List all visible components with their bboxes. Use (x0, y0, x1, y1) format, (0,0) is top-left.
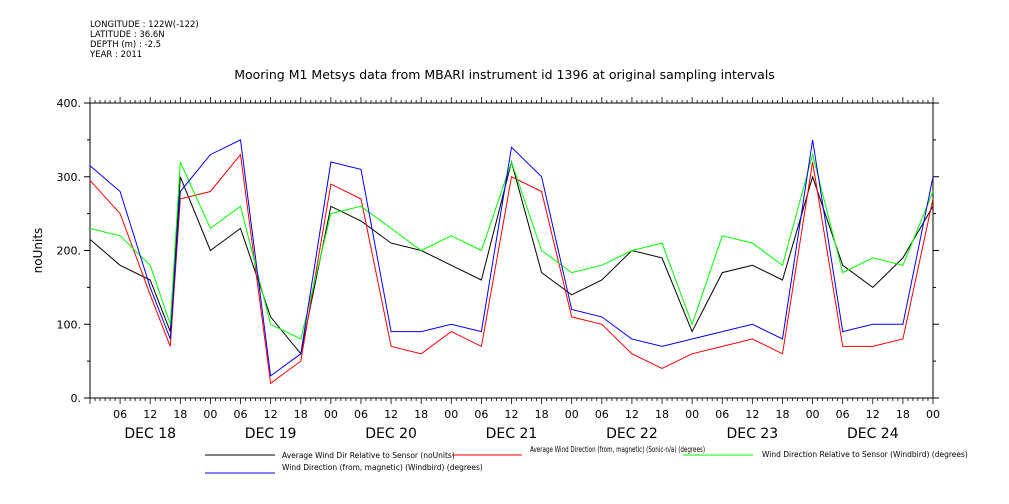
x-hour-label: 00 (926, 408, 940, 421)
x-day-label: DEC 18 (124, 426, 176, 442)
legend-label-3: Wind Direction Relative to Sensor (Windb… (762, 450, 968, 459)
y-tick-label: 400. (57, 97, 82, 110)
x-hour-label: 00 (806, 408, 820, 421)
x-hour-label: 06 (836, 408, 850, 421)
x-hour-label: 06 (354, 408, 368, 421)
chart-title: Mooring M1 Metsys data from MBARI instru… (234, 67, 775, 82)
x-hour-label: 12 (143, 408, 157, 421)
y-tick-label: 100. (57, 318, 82, 331)
x-hour-label: 18 (775, 408, 789, 421)
x-hour-label: 06 (715, 408, 729, 421)
series-line-1 (89, 160, 934, 355)
series-line-2 (89, 153, 934, 385)
x-hour-label: 00 (203, 408, 217, 421)
x-hour-label: 18 (896, 408, 910, 421)
y-tick-label: 200. (57, 245, 82, 258)
year-label: YEAR : 2011 (90, 50, 143, 60)
x-hour-label: 12 (866, 408, 880, 421)
x-hour-label: 12 (625, 408, 639, 421)
x-hour-label: 12 (384, 408, 398, 421)
y-tick-label: 300. (57, 171, 82, 184)
x-hour-label: 18 (414, 408, 428, 421)
legend-label-1: Average Wind Dir Relative to Sensor (noU… (282, 451, 455, 460)
x-hour-label: 00 (324, 408, 338, 421)
x-day-label: DEC 24 (847, 426, 899, 442)
longitude-label: LONGITUDE : 122W(-122) (90, 20, 199, 30)
legend-label-2: Average Wind Direction (from, magnetic) … (530, 445, 705, 454)
x-day-label: DEC 19 (245, 426, 297, 442)
x-hour-label: 18 (655, 408, 669, 421)
y-axis-label: noUnits (31, 228, 45, 274)
series-line-4 (89, 139, 934, 377)
x-hour-label: 06 (234, 408, 248, 421)
x-hour-label: 00 (685, 408, 699, 421)
x-day-label: DEC 22 (606, 426, 658, 442)
x-day-label: DEC 20 (365, 426, 417, 442)
x-hour-label: 00 (444, 408, 458, 421)
x-hour-label: 12 (505, 408, 519, 421)
x-hour-label: 18 (535, 408, 549, 421)
x-hour-label: 18 (173, 408, 187, 421)
x-hour-label: 18 (294, 408, 308, 421)
latitude-label: LATITUDE : 36.6N (90, 30, 165, 40)
x-day-label: DEC 23 (727, 426, 779, 442)
metadata-block: LONGITUDE : 122W(-122) LATITUDE : 36.6N … (90, 20, 199, 60)
x-hour-label: 00 (565, 408, 579, 421)
legend-label-4: Wind Direction (from, magnetic) (Windbir… (282, 463, 483, 472)
x-hour-label: 06 (113, 408, 127, 421)
x-day-label: DEC 21 (486, 426, 538, 442)
x-hour-label: 06 (595, 408, 609, 421)
y-tick-label: 0. (71, 392, 82, 405)
series-line-3 (89, 152, 934, 340)
x-hour-label: 06 (474, 408, 488, 421)
x-hour-label: 12 (745, 408, 759, 421)
x-hour-label: 12 (264, 408, 278, 421)
depth-label: DEPTH (m) : -2.5 (90, 40, 162, 50)
